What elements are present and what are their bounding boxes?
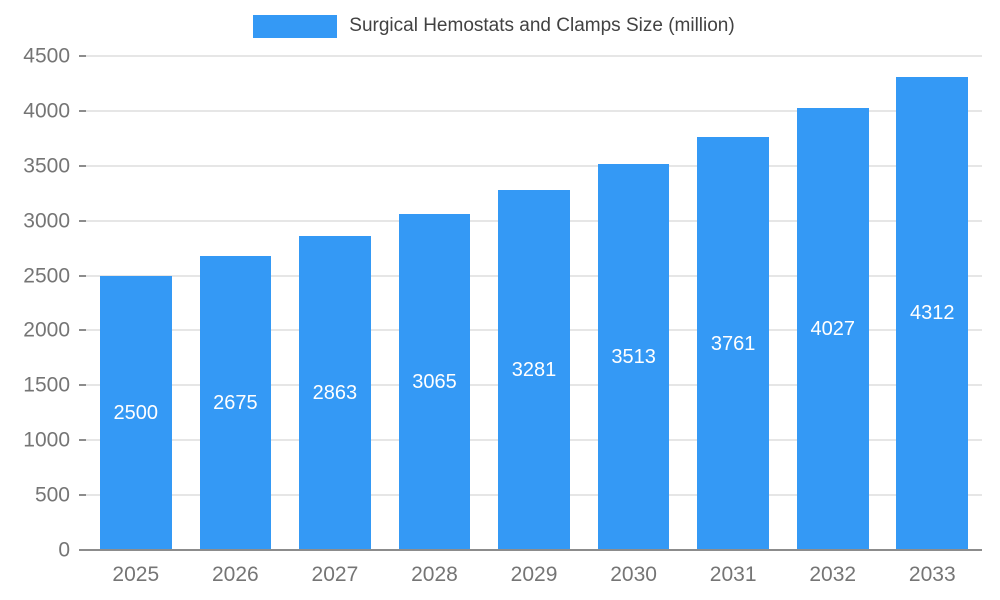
y-tick-mark [79,439,86,442]
y-tick-label: 3500 [23,154,70,178]
y-tick-mark [79,164,86,167]
bar-2027[interactable]: 2863 [299,235,371,550]
bar-2029[interactable]: 3281 [498,189,570,550]
x-tick-label: 2032 [809,563,857,586]
gridline [86,164,982,167]
bar-value-label: 2675 [213,392,258,415]
legend[interactable]: Surgical Hemostats and Clamps Size (mill… [6,12,982,40]
bar-2025[interactable]: 2500 [99,275,172,550]
gridline [86,109,982,112]
x-tick-label: 2025 [112,563,160,586]
bar-2031[interactable]: 3761 [697,137,769,550]
y-tick-mark [79,384,86,387]
legend-label: Surgical Hemostats and Clamps Size (mill… [349,15,735,36]
bar-value-label: 2863 [312,381,358,404]
x-axis-baseline [86,549,982,551]
plot-area: 2500 2675 2863 3065 3281 3513 3761 4027 4312 [86,55,982,551]
y-tick-label: 4500 [23,44,70,68]
y-tick-mark [79,219,86,222]
y-tick-label: 1000 [23,428,70,452]
y-tick-mark [79,329,86,332]
y-tick-label: 0 [58,538,70,562]
bar-value-label: 3761 [710,332,756,355]
bar-2028[interactable]: 3065 [398,213,471,550]
bar-value-label: 3065 [412,370,457,393]
y-tick-label: 2000 [23,318,70,342]
y-tick-mark [79,109,86,112]
y-tick-label: 500 [34,483,70,507]
bar-slot: 3281 [484,56,584,550]
bar-value-label: 4312 [910,302,955,325]
y-tick-mark [79,55,86,57]
bar-2032[interactable]: 4027 [796,107,869,550]
bar-value-label: 2500 [113,401,159,424]
bar-slot: 4312 [883,56,983,550]
y-tick-label: 1500 [23,373,70,397]
y-axis: 0 500 1000 1500 2000 2500 3000 3500 4000 4500 [6,46,86,561]
x-axis: 2025 2026 2027 2028 2029 2030 2031 2032 2033 [86,550,982,596]
y-tick-label: 3000 [23,209,70,233]
x-tick-label: 2030 [610,563,657,586]
y-tick-label: 2500 [23,264,70,288]
bar-2030[interactable]: 3513 [597,164,670,550]
x-tick-label: 2027 [311,563,359,586]
bar-slot: 4027 [783,56,883,550]
bars-container: 2500 2675 2863 3065 3281 3513 3761 4027 4312 [86,56,982,550]
y-tick-label: 4000 [23,99,70,123]
x-tick-label: 2028 [411,563,458,586]
y-tick-mark [79,494,86,497]
bar-slot: 2675 [186,56,286,550]
bar-value-label: 3513 [611,346,656,369]
y-tick-mark [79,549,86,551]
y-tick-mark [79,274,86,277]
x-tick-label: 2029 [510,563,558,586]
x-tick-label: 2031 [709,563,757,586]
x-tick-label: 2026 [211,563,259,586]
chart-grid: 0 500 1000 1500 2000 2500 3000 3500 4000 4500 250… [6,46,982,596]
bar-value-label: 4027 [810,317,855,340]
bar-2033[interactable]: 4312 [896,76,969,550]
bar-slot: 2863 [285,56,385,550]
x-tick-label: 2033 [908,563,956,586]
legend-swatch-icon [253,14,338,38]
bar-value-label: 3281 [511,358,557,381]
bar-slot: 2500 [86,56,186,550]
gridline [86,55,982,57]
bar-2026[interactable]: 2675 [199,256,272,550]
bar-slot: 3513 [584,56,684,550]
bar-slot: 3065 [385,56,485,550]
bar-slot: 3761 [683,56,783,550]
